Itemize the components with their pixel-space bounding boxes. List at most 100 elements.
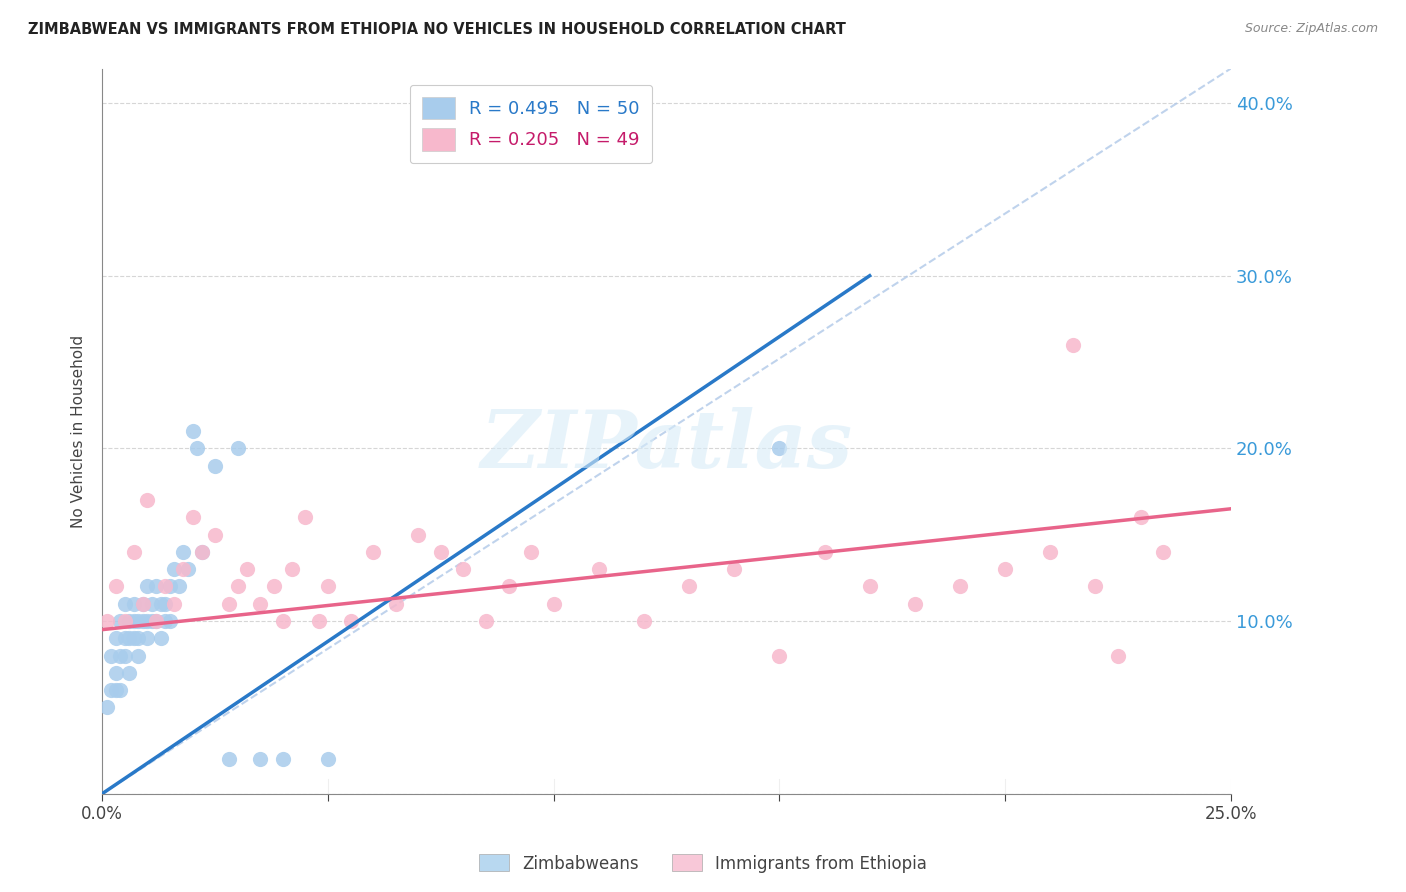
- Point: [588, 562, 610, 576]
- Point: [678, 579, 700, 593]
- Point: [813, 545, 835, 559]
- Point: [249, 597, 271, 611]
- Point: [132, 614, 155, 628]
- Point: [114, 648, 136, 663]
- Point: [218, 597, 240, 611]
- Point: [498, 579, 520, 593]
- Point: [122, 614, 145, 628]
- Point: [308, 614, 330, 628]
- Point: [127, 614, 149, 628]
- Point: [768, 648, 790, 663]
- Point: [475, 614, 498, 628]
- Point: [114, 614, 136, 628]
- Point: [132, 597, 155, 611]
- Point: [136, 579, 159, 593]
- Point: [294, 510, 316, 524]
- Point: [249, 752, 271, 766]
- Point: [204, 527, 226, 541]
- Point: [114, 597, 136, 611]
- Point: [949, 579, 972, 593]
- Point: [190, 545, 212, 559]
- Point: [204, 458, 226, 473]
- Point: [96, 614, 118, 628]
- Point: [384, 597, 406, 611]
- Point: [155, 597, 177, 611]
- Point: [127, 648, 149, 663]
- Point: [141, 597, 163, 611]
- Point: [994, 562, 1017, 576]
- Point: [141, 614, 163, 628]
- Point: [104, 579, 127, 593]
- Point: [281, 562, 304, 576]
- Point: [159, 579, 181, 593]
- Point: [145, 614, 167, 628]
- Point: [316, 579, 339, 593]
- Point: [136, 632, 159, 646]
- Point: [96, 700, 118, 714]
- Point: [316, 752, 339, 766]
- Point: [136, 493, 159, 508]
- Point: [100, 648, 122, 663]
- Point: [110, 648, 132, 663]
- Point: [149, 632, 172, 646]
- Point: [226, 579, 249, 593]
- Point: [145, 579, 167, 593]
- Point: [167, 579, 190, 593]
- Point: [430, 545, 453, 559]
- Point: [235, 562, 257, 576]
- Point: [155, 614, 177, 628]
- Point: [271, 614, 294, 628]
- Point: [145, 614, 167, 628]
- Text: ZIMBABWEAN VS IMMIGRANTS FROM ETHIOPIA NO VEHICLES IN HOUSEHOLD CORRELATION CHAR: ZIMBABWEAN VS IMMIGRANTS FROM ETHIOPIA N…: [28, 22, 846, 37]
- Point: [190, 545, 212, 559]
- Point: [543, 597, 565, 611]
- Point: [226, 442, 249, 456]
- Point: [100, 683, 122, 698]
- Y-axis label: No Vehicles in Household: No Vehicles in Household: [72, 334, 86, 528]
- Point: [271, 752, 294, 766]
- Point: [149, 597, 172, 611]
- Point: [177, 562, 200, 576]
- Point: [768, 442, 790, 456]
- Point: [104, 665, 127, 680]
- Point: [163, 597, 186, 611]
- Point: [1062, 338, 1084, 352]
- Point: [218, 752, 240, 766]
- Point: [114, 632, 136, 646]
- Point: [181, 424, 204, 438]
- Point: [118, 632, 141, 646]
- Point: [122, 545, 145, 559]
- Point: [132, 597, 155, 611]
- Point: [159, 614, 181, 628]
- Point: [904, 597, 927, 611]
- Point: [104, 632, 127, 646]
- Point: [172, 562, 194, 576]
- Point: [406, 527, 429, 541]
- Point: [118, 614, 141, 628]
- Point: [118, 665, 141, 680]
- Point: [520, 545, 543, 559]
- Point: [122, 632, 145, 646]
- Legend: Zimbabweans, Immigrants from Ethiopia: Zimbabweans, Immigrants from Ethiopia: [472, 847, 934, 880]
- Point: [633, 614, 655, 628]
- Point: [172, 545, 194, 559]
- Legend: R = 0.495   N = 50, R = 0.205   N = 49: R = 0.495 N = 50, R = 0.205 N = 49: [409, 85, 652, 163]
- Point: [1084, 579, 1107, 593]
- Point: [110, 683, 132, 698]
- Point: [1039, 545, 1062, 559]
- Point: [155, 579, 177, 593]
- Point: [361, 545, 384, 559]
- Point: [104, 683, 127, 698]
- Point: [1107, 648, 1129, 663]
- Point: [186, 442, 208, 456]
- Point: [859, 579, 882, 593]
- Point: [163, 562, 186, 576]
- Text: Source: ZipAtlas.com: Source: ZipAtlas.com: [1244, 22, 1378, 36]
- Point: [181, 510, 204, 524]
- Point: [1129, 510, 1152, 524]
- Point: [136, 614, 159, 628]
- Point: [127, 632, 149, 646]
- Point: [1152, 545, 1174, 559]
- Point: [453, 562, 475, 576]
- Point: [263, 579, 285, 593]
